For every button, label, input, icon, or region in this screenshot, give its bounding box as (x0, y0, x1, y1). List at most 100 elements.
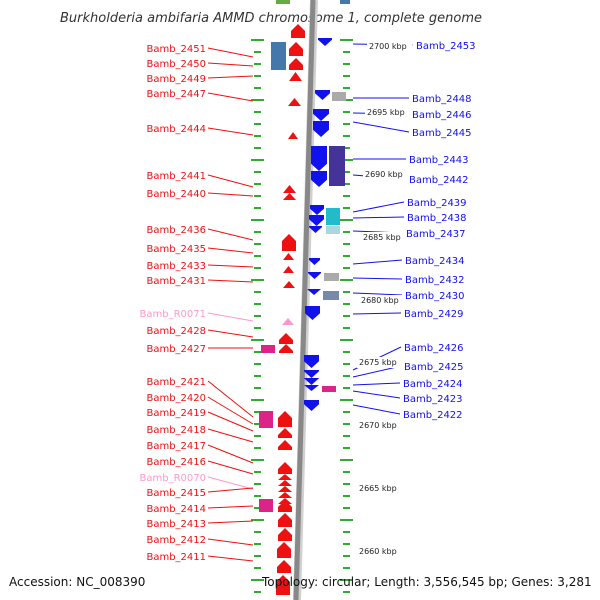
forward-gene-arrow[interactable] (278, 513, 292, 527)
cds-feature[interactable] (259, 499, 273, 512)
right-gene-label[interactable]: Bamb_2432 (405, 275, 465, 286)
forward-gene-arrow[interactable] (279, 344, 293, 353)
right-gene-label[interactable]: Bamb_2445 (412, 128, 472, 139)
forward-gene-arrow[interactable] (283, 266, 294, 273)
cds-feature[interactable] (326, 226, 340, 234)
right-gene-label[interactable]: Bamb_2439 (407, 198, 467, 209)
left-gene-label[interactable]: Bamb_2450 (146, 59, 206, 70)
right-gene-label[interactable]: Bamb_2446 (412, 110, 472, 121)
cds-feature[interactable] (261, 345, 275, 353)
left-gene-label[interactable]: Bamb_2436 (146, 225, 206, 236)
cds-feature[interactable] (340, 0, 350, 4)
left-gene-label[interactable]: Bamb_2440 (146, 189, 206, 200)
left-gene-label[interactable]: Bamb_2413 (146, 519, 206, 530)
reverse-gene-arrow[interactable] (304, 378, 319, 385)
reverse-gene-arrow[interactable] (310, 205, 324, 215)
cds-feature[interactable] (271, 42, 286, 70)
forward-gene-arrow[interactable] (278, 492, 292, 498)
forward-gene-arrow[interactable] (283, 193, 296, 200)
forward-gene-arrow[interactable] (277, 560, 291, 573)
right-gene-label[interactable]: Bamb_2425 (404, 362, 464, 373)
left-gene-label[interactable]: Bamb_2420 (146, 393, 206, 404)
left-gene-label[interactable]: Bamb_2427 (146, 344, 206, 355)
reverse-gene-arrow[interactable] (304, 355, 319, 368)
forward-gene-arrow[interactable] (283, 253, 294, 260)
forward-gene-arrow[interactable] (288, 98, 301, 106)
left-gene-label[interactable]: Bamb_R0070 (140, 473, 206, 484)
left-gene-label[interactable]: Bamb_2411 (146, 552, 206, 563)
forward-gene-arrow[interactable] (278, 480, 292, 486)
reverse-gene-arrow[interactable] (315, 90, 330, 100)
right-gene-label[interactable]: Bamb_2453 (416, 41, 476, 52)
right-gene-label[interactable]: Bamb_2448 (412, 94, 472, 105)
reverse-gene-arrow[interactable] (311, 146, 327, 171)
reverse-gene-arrow[interactable] (304, 385, 319, 391)
cds-feature[interactable] (259, 411, 273, 428)
forward-gene-arrow[interactable] (278, 411, 292, 427)
forward-gene-arrow[interactable] (278, 500, 292, 512)
cds-feature[interactable] (322, 386, 336, 392)
forward-gene-arrow[interactable] (279, 333, 293, 344)
left-gene-label[interactable]: Bamb_2431 (146, 276, 206, 287)
left-gene-label[interactable]: Bamb_2447 (146, 89, 206, 100)
left-gene-label[interactable]: Bamb_2416 (146, 457, 206, 468)
left-gene-label[interactable]: Bamb_2451 (146, 44, 206, 55)
reverse-gene-arrow[interactable] (307, 289, 321, 295)
right-gene-label[interactable]: Bamb_2443 (409, 155, 469, 166)
reverse-gene-arrow[interactable] (311, 171, 327, 187)
reverse-gene-arrow[interactable] (313, 109, 329, 121)
left-gene-label[interactable]: Bamb_2449 (146, 74, 206, 85)
right-gene-label[interactable]: Bamb_2426 (404, 343, 464, 354)
cds-feature[interactable] (323, 291, 339, 300)
left-gene-label[interactable]: Bamb_2441 (146, 171, 206, 182)
forward-gene-arrow[interactable] (278, 486, 292, 492)
forward-gene-arrow[interactable] (277, 542, 291, 558)
forward-gene-arrow[interactable] (283, 281, 295, 288)
rna-feature[interactable] (282, 318, 294, 325)
cds-feature[interactable] (329, 146, 345, 186)
left-gene-label[interactable]: Bamb_2418 (146, 425, 206, 436)
forward-gene-arrow[interactable] (278, 528, 292, 541)
right-gene-label[interactable]: Bamb_2442 (409, 175, 469, 186)
left-gene-label[interactable]: Bamb_R0071 (140, 309, 206, 320)
reverse-gene-arrow[interactable] (305, 306, 320, 320)
right-gene-label[interactable]: Bamb_2438 (407, 213, 467, 224)
forward-gene-arrow[interactable] (278, 462, 292, 474)
left-gene-label[interactable]: Bamb_2428 (146, 326, 206, 337)
reverse-gene-arrow[interactable] (313, 121, 329, 137)
right-gene-label[interactable]: Bamb_2423 (403, 394, 463, 405)
forward-gene-arrow[interactable] (278, 474, 292, 480)
left-gene-label[interactable]: Bamb_2435 (146, 244, 206, 255)
cds-feature[interactable] (276, 0, 290, 4)
left-gene-label[interactable]: Bamb_2415 (146, 488, 206, 499)
left-gene-label[interactable]: Bamb_2444 (146, 124, 206, 135)
left-gene-label[interactable]: Bamb_2433 (146, 261, 206, 272)
right-gene-label[interactable]: Bamb_2437 (406, 229, 466, 240)
left-gene-label[interactable]: Bamb_2414 (146, 504, 206, 515)
forward-gene-arrow[interactable] (283, 185, 296, 193)
reverse-gene-arrow[interactable] (309, 258, 320, 265)
forward-gene-arrow[interactable] (291, 24, 305, 38)
right-gene-label[interactable]: Bamb_2429 (404, 309, 464, 320)
left-gene-label[interactable]: Bamb_2417 (146, 441, 206, 452)
reverse-gene-arrow[interactable] (308, 272, 321, 279)
left-gene-label[interactable]: Bamb_2412 (146, 535, 206, 546)
forward-gene-arrow[interactable] (278, 428, 292, 438)
right-gene-label[interactable]: Bamb_2434 (405, 256, 465, 267)
forward-gene-arrow[interactable] (289, 72, 302, 81)
forward-gene-arrow[interactable] (288, 132, 298, 139)
reverse-gene-arrow[interactable] (318, 38, 332, 46)
cds-feature[interactable] (324, 273, 339, 281)
reverse-gene-arrow[interactable] (309, 226, 322, 233)
reverse-gene-arrow[interactable] (304, 400, 319, 411)
reverse-gene-arrow[interactable] (304, 370, 319, 378)
reverse-gene-arrow[interactable] (309, 215, 324, 226)
right-gene-label[interactable]: Bamb_2424 (403, 379, 463, 390)
left-gene-label[interactable]: Bamb_2421 (146, 377, 206, 388)
forward-gene-arrow[interactable] (278, 440, 292, 450)
forward-gene-arrow[interactable] (289, 42, 303, 56)
right-gene-label[interactable]: Bamb_2430 (405, 291, 465, 302)
forward-gene-arrow[interactable] (276, 575, 290, 595)
forward-gene-arrow[interactable] (282, 234, 296, 251)
cds-feature[interactable] (326, 208, 340, 225)
